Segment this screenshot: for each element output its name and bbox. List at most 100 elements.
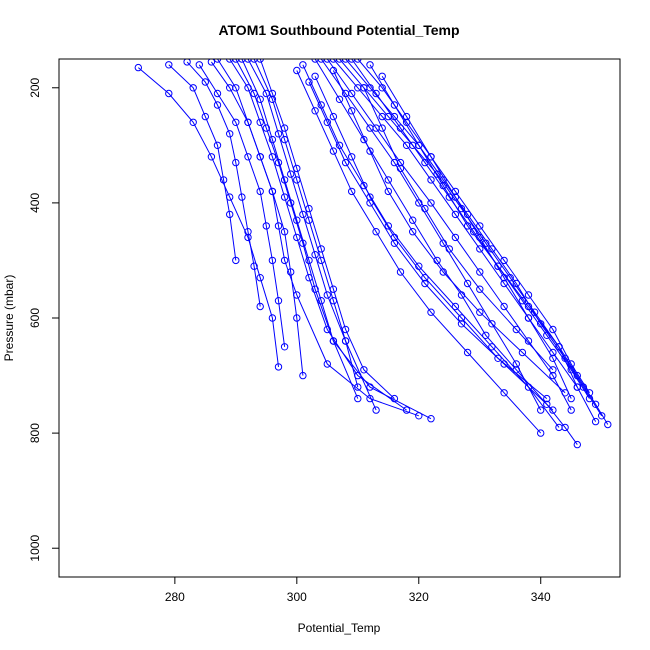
data-point (213, 101, 222, 109)
data-point (427, 199, 435, 207)
data-point (250, 262, 258, 270)
x-tick-label: 340 (531, 590, 551, 604)
data-point (372, 89, 380, 98)
data-point (226, 130, 234, 138)
data-point (348, 153, 356, 161)
y-tick-label: 200 (28, 77, 42, 97)
data-point (244, 59, 252, 63)
data-point (219, 176, 228, 184)
plot-frame (58, 58, 621, 578)
series-11 (256, 59, 399, 403)
series-line (186, 61, 261, 307)
data-point (457, 320, 466, 328)
data-point (427, 308, 435, 316)
data-point (293, 216, 301, 224)
series-0 (134, 63, 283, 371)
data-point (476, 245, 484, 253)
data-point (427, 176, 435, 184)
data-point (329, 66, 338, 75)
data-point (268, 153, 277, 161)
data-point (293, 164, 301, 173)
data-point (348, 187, 356, 196)
x-axis-label: Potential_Temp (298, 621, 381, 635)
data-point (274, 222, 283, 230)
data-point (390, 239, 399, 247)
data-point (360, 84, 368, 92)
series-line (235, 59, 359, 399)
data-point (384, 176, 392, 184)
data-point (201, 78, 210, 86)
data-point (591, 400, 600, 408)
data-point (329, 285, 338, 293)
data-point (555, 343, 563, 351)
data-point (268, 256, 277, 265)
data-point (451, 302, 460, 311)
series-9 (244, 59, 380, 414)
data-point (451, 193, 460, 201)
data-point (323, 360, 331, 368)
data-point (274, 297, 283, 305)
data-point (134, 63, 143, 72)
data-point (524, 291, 533, 299)
axes-layer: 280 300 320 340 200 400 600 800 1000 (28, 77, 551, 604)
data-point (366, 199, 374, 207)
data-point (451, 210, 460, 219)
data-point (323, 59, 331, 63)
series-line (320, 59, 542, 411)
data-point (396, 268, 405, 276)
data-point (524, 314, 533, 322)
data-point (494, 354, 502, 362)
data-point (250, 59, 258, 63)
data-point (604, 420, 612, 429)
data-point (348, 89, 356, 98)
data-point (256, 274, 264, 282)
data-point (530, 308, 539, 316)
data-point (585, 394, 594, 403)
data-point (244, 153, 252, 161)
x-tick-label: 300 (287, 590, 307, 604)
data-point (476, 222, 484, 230)
data-point (311, 72, 319, 81)
data-point (396, 164, 405, 173)
data-point (329, 59, 338, 63)
data-point (512, 325, 520, 334)
data-point (494, 262, 502, 270)
data-point (317, 59, 325, 63)
series-line (296, 70, 542, 434)
data-point (213, 141, 222, 150)
y-tick-label: 400 (28, 193, 42, 213)
data-point (439, 268, 447, 276)
data-point (348, 59, 356, 63)
data-point (567, 406, 575, 414)
data-point (598, 412, 606, 420)
series-line (339, 59, 609, 425)
data-point (409, 216, 417, 224)
y-tick-label: 1000 (28, 535, 42, 562)
data-point (329, 147, 338, 155)
data-point (317, 245, 325, 253)
data-point (482, 331, 490, 339)
data-point (213, 89, 222, 98)
data-point (500, 360, 508, 368)
data-point (189, 118, 197, 127)
data-point (287, 268, 295, 276)
series-26 (366, 61, 581, 391)
data-point (335, 95, 344, 104)
data-point (165, 89, 173, 98)
data-point (226, 210, 234, 219)
series-line (217, 59, 419, 417)
data-point (280, 343, 289, 351)
data-point (372, 406, 380, 414)
data-point (476, 285, 484, 293)
series-20 (299, 61, 563, 432)
data-point (323, 291, 331, 299)
data-point (293, 291, 301, 299)
data-point (463, 222, 472, 230)
data-point (262, 222, 270, 230)
data-point (512, 360, 520, 368)
data-point (287, 170, 295, 178)
data-point (274, 130, 283, 138)
data-point (323, 325, 331, 334)
data-point (549, 371, 557, 380)
data-point (311, 251, 319, 259)
